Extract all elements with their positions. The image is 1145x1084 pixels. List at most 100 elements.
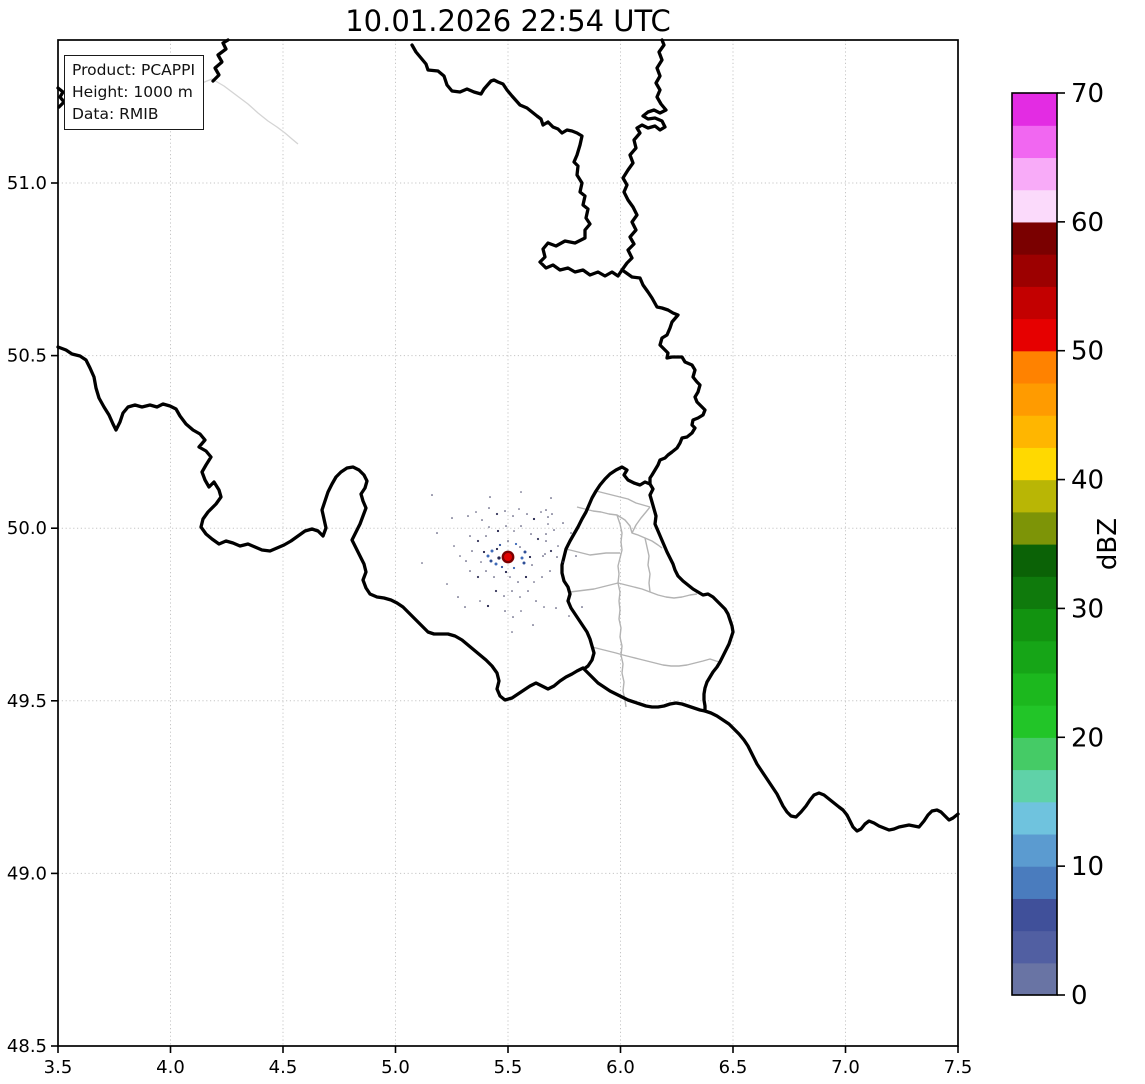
colorbar-segment: [1012, 157, 1057, 191]
colorbar-segment: [1012, 866, 1057, 899]
speckle: [500, 565, 504, 569]
speckle: [517, 581, 519, 583]
speckle: [486, 554, 490, 558]
colorbar-segment: [1012, 576, 1057, 610]
radar-echo: [501, 550, 515, 564]
speckle: [519, 546, 521, 548]
speckle: [459, 555, 461, 557]
x-tick-label: 7.0: [831, 1057, 860, 1078]
speckle: [495, 547, 499, 551]
colorbar-tick-label: 60: [1071, 208, 1104, 238]
speckle: [504, 570, 508, 574]
admin-borders: [565, 490, 721, 708]
colorbar-segment: [1012, 544, 1057, 577]
canton-line-9: [644, 537, 651, 593]
speckle: [494, 589, 498, 593]
colorbar-segment: [1012, 511, 1057, 545]
speckle: [485, 535, 487, 537]
speckle: [541, 576, 543, 578]
speckle: [551, 513, 553, 515]
speckle: [575, 555, 577, 557]
speckle: [544, 553, 546, 555]
speckle: [545, 540, 547, 542]
speckle: [523, 550, 527, 554]
speckle: [568, 615, 570, 617]
x-tick-label: 6.0: [606, 1057, 635, 1078]
speckle: [520, 610, 522, 612]
x-tick-label: 6.5: [719, 1057, 748, 1078]
colorbar-segment: [1012, 833, 1057, 867]
speckle: [549, 549, 553, 553]
speckle: [493, 576, 495, 578]
speckle: [511, 590, 513, 592]
speckle: [512, 566, 516, 570]
radar-speckles: [421, 491, 583, 633]
colorbar-segment: [1012, 318, 1057, 352]
colorbar-segment: [1012, 801, 1057, 835]
speckle: [482, 550, 486, 554]
x-tick-label: 4.0: [156, 1057, 185, 1078]
speckle: [489, 559, 493, 563]
speckle: [476, 539, 480, 543]
y-tick-label: 49.0: [7, 863, 47, 884]
speckle: [488, 526, 490, 528]
speckle: [512, 515, 514, 517]
y-tick-label: 50.5: [7, 346, 47, 367]
speckle: [545, 509, 547, 511]
colorbar-tick-label: 10: [1071, 852, 1104, 882]
colorbar: 0 10 20 30 40 50 60 70 dBZ: [1011, 79, 1123, 1011]
colorbar-segment: [1012, 254, 1057, 287]
y-tick-label: 48.5: [7, 1036, 47, 1057]
colorbar-unit-label: dBZ: [1093, 518, 1123, 570]
colorbar-segment: [1012, 350, 1057, 384]
speckle: [522, 561, 526, 565]
speckle: [557, 545, 559, 547]
speckle: [467, 515, 469, 517]
colorbar-tick-label: 40: [1071, 466, 1104, 496]
speckle: [503, 595, 505, 597]
speckle: [547, 516, 549, 518]
info-box-product: Product: PCAPPI: [72, 61, 196, 79]
colorbar-tick-label: 0: [1071, 981, 1088, 1011]
speckle: [457, 596, 459, 598]
colorbar-segment: [1012, 769, 1057, 803]
plot-title: 10.01.2026 22:54 UTC: [345, 4, 671, 38]
x-tick-label: 5.0: [381, 1057, 410, 1078]
x-tick-label: 5.5: [494, 1057, 523, 1078]
x-tick-label: 7.5: [944, 1057, 973, 1078]
speckle: [509, 576, 511, 578]
speckle: [507, 540, 509, 542]
colorbar-segment: [1012, 930, 1057, 964]
colorbar-segment: [1012, 286, 1057, 320]
speckle: [520, 556, 524, 560]
colorbar-segment: [1012, 479, 1057, 513]
speckle: [542, 555, 544, 557]
speckle: [436, 532, 438, 534]
speckle: [562, 561, 564, 563]
speckle: [520, 525, 522, 527]
scheldt-west-fragment: [56, 86, 66, 109]
x-tick-label: 4.5: [269, 1057, 298, 1078]
speckle: [481, 519, 483, 521]
speckle: [469, 535, 471, 537]
speckle: [485, 570, 487, 572]
speckle: [514, 542, 518, 546]
speckle: [532, 517, 536, 521]
y-tick-label: 49.5: [7, 691, 47, 712]
canton-line-3: [569, 582, 619, 593]
speckle: [528, 555, 532, 559]
speckle: [536, 537, 540, 541]
colorbar-segment: [1012, 962, 1057, 996]
speckle: [547, 523, 549, 525]
speckle: [464, 606, 466, 608]
be-nl-de-north-border: [410, 38, 668, 278]
speckle: [451, 517, 453, 519]
colorbar-segment: [1012, 737, 1057, 771]
speckle: [519, 596, 521, 598]
fr-be-west-border: [56, 345, 585, 702]
speckle: [550, 497, 552, 499]
speckle: [476, 575, 480, 579]
colorbar-tick-label: 70: [1071, 79, 1104, 109]
